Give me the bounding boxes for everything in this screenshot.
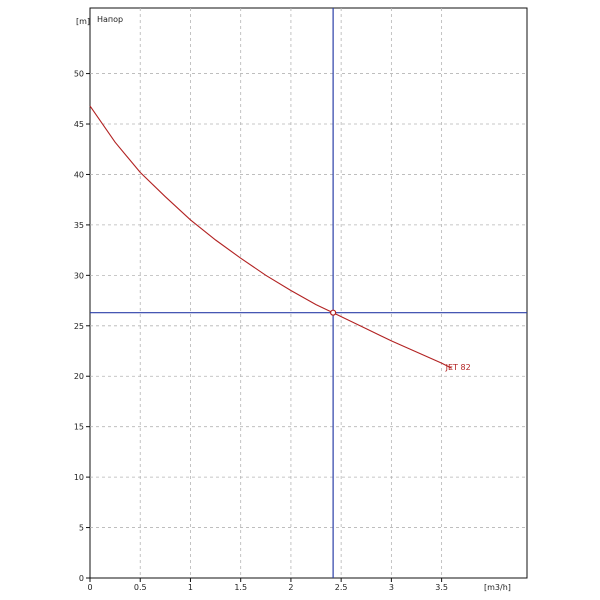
y-tick-label: 10 — [74, 473, 84, 482]
operating-point-marker — [330, 309, 337, 316]
x-tick-label: 1 — [188, 583, 193, 592]
series-line — [89, 105, 452, 369]
x-tick-label: 0 — [87, 583, 92, 592]
y-tick-label: 30 — [74, 271, 84, 280]
y-tick-label: 50 — [74, 70, 84, 79]
y-tick-label: 25 — [74, 322, 84, 331]
x-tick-label: 3.5 — [435, 583, 448, 592]
y-tick-label: 15 — [74, 423, 84, 432]
y-tick-label: 0 — [79, 574, 84, 583]
x-tick-label: 2 — [288, 583, 293, 592]
y-axis-label: [m] — [76, 17, 90, 26]
axis-ticks: 0 0.5 1 1.5 2 2.5 3 3.5 0 5 10 15 20 25 30 35 40 45 50 — [74, 70, 448, 592]
y-tick-label: 20 — [74, 372, 84, 381]
x-tick-label: 0.5 — [134, 583, 147, 592]
x-axis-label: [m3/h] — [484, 583, 511, 592]
y-tick-label: 40 — [74, 170, 84, 179]
operating-point-layer — [90, 8, 527, 578]
y-tick-label: 35 — [74, 221, 84, 230]
y-tick-label: 5 — [79, 524, 84, 533]
x-tick-label: 2.5 — [335, 583, 348, 592]
x-tick-label: 3 — [389, 583, 394, 592]
series-label: JET 82 — [445, 363, 471, 372]
chart-title: Напор — [97, 15, 123, 24]
grid-lines — [90, 8, 527, 578]
y-tick-label: 45 — [74, 120, 84, 129]
x-tick-label: 1.5 — [234, 583, 247, 592]
plot-area — [89, 7, 528, 579]
series-layer: JET 82 — [89, 105, 471, 372]
